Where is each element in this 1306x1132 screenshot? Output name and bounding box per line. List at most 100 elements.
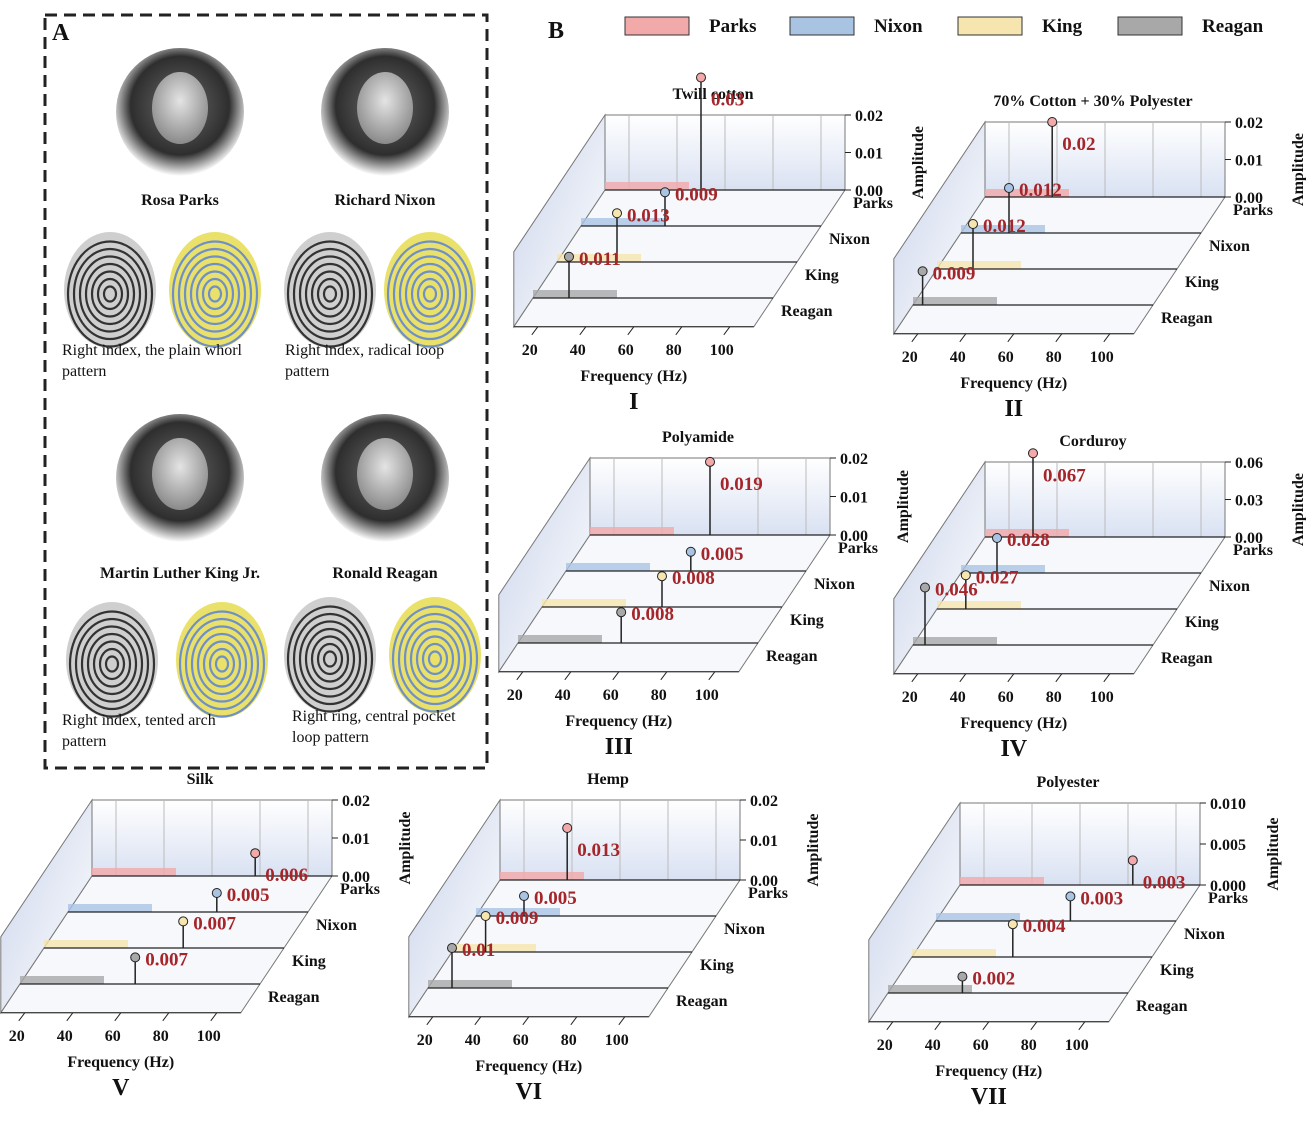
peak-marker <box>1066 892 1075 901</box>
y-tick-label: 0.02 <box>342 793 370 810</box>
peak-marker <box>921 583 930 592</box>
x-tick-label: 100 <box>1065 1037 1089 1054</box>
fingerprint-caption: Right ring, central pocket loop pattern <box>292 706 487 748</box>
series-band <box>542 599 626 607</box>
value-label: 0.003 <box>1080 888 1123 909</box>
chart-label: VI <box>515 1079 542 1105</box>
x-tick <box>628 327 634 335</box>
series-band <box>960 877 1044 885</box>
y-tick-label: 0.01 <box>840 490 868 507</box>
value-label: 0.013 <box>627 205 670 226</box>
value-label: 0.005 <box>534 888 577 909</box>
peak-marker <box>212 889 221 898</box>
x-tick-label: 20 <box>507 687 523 704</box>
peak-marker <box>613 209 622 218</box>
series-name: Reagan <box>781 303 833 320</box>
portrait-face <box>152 438 208 510</box>
x-tick-label: 100 <box>605 1032 629 1049</box>
series-name: Parks <box>853 195 893 212</box>
x-tick-label: 20 <box>9 1028 25 1045</box>
x-tick <box>676 327 682 335</box>
x-tick-label: 20 <box>877 1037 893 1054</box>
y-tick-label: 0.01 <box>750 833 778 850</box>
peak-marker <box>1005 184 1014 193</box>
peak-marker <box>251 849 260 858</box>
x-tick <box>532 327 538 335</box>
chart-label: I <box>629 389 638 415</box>
value-label: 0.005 <box>701 544 744 565</box>
legend-label: Reagan <box>1202 16 1264 37</box>
peak-marker <box>1008 920 1017 929</box>
series-name: King <box>805 267 839 284</box>
series-name: Reagan <box>1136 998 1188 1015</box>
series-name: Nixon <box>829 231 870 248</box>
peak-marker <box>1048 118 1057 127</box>
chart-title: Polyester <box>1036 774 1099 791</box>
chart-title: Corduroy <box>1059 433 1126 450</box>
x-tick-label: 80 <box>1046 689 1062 706</box>
x-tick <box>211 1013 217 1021</box>
portrait-face <box>152 72 208 144</box>
series-band <box>68 904 152 912</box>
x-tick <box>935 1022 941 1030</box>
x-tick-label: 100 <box>1090 349 1114 366</box>
x-tick-label: 100 <box>1090 689 1114 706</box>
x-tick <box>912 334 918 342</box>
value-label: 0.009 <box>933 263 976 284</box>
value-label: 0.012 <box>1019 180 1062 201</box>
y-axis-label: Amplitude <box>1290 133 1306 206</box>
value-label: 0.011 <box>579 249 621 270</box>
chart-title: Hemp <box>587 771 629 788</box>
x-tick <box>1008 334 1014 342</box>
series-name: King <box>1185 614 1219 631</box>
series-name: King <box>1160 962 1194 979</box>
y-axis-label: Amplitude <box>1265 818 1282 891</box>
value-label: 0.003 <box>1143 872 1186 893</box>
x-tick <box>67 1013 73 1021</box>
series-name: King <box>1185 274 1219 291</box>
x-tick-label: 100 <box>710 342 734 359</box>
peak-marker <box>993 534 1002 543</box>
fingerprint-caption: Right index, tented arch pattern <box>62 710 257 752</box>
y-axis-label: Amplitude <box>910 126 927 199</box>
x-tick-label: 20 <box>522 342 538 359</box>
x-tick-label: 40 <box>950 689 966 706</box>
value-label: 0.03 <box>711 90 744 111</box>
x-tick <box>1079 1022 1085 1030</box>
series-name: Nixon <box>1184 926 1225 943</box>
x-tick <box>1104 674 1110 682</box>
series-name: Parks <box>838 540 878 557</box>
series-name: Parks <box>1208 890 1248 907</box>
x-tick <box>619 1017 625 1025</box>
legend-label: Parks <box>709 16 757 37</box>
chart-label: II <box>1004 396 1023 422</box>
x-tick <box>887 1022 893 1030</box>
peak-marker <box>563 824 572 833</box>
peak-marker <box>617 608 626 617</box>
series-band <box>888 985 972 993</box>
series-name: Reagan <box>268 989 320 1006</box>
x-tick <box>709 672 715 680</box>
peak-marker <box>969 220 978 229</box>
legend-swatch <box>625 17 689 35</box>
peak-marker <box>565 252 574 261</box>
peak-marker <box>658 572 667 581</box>
value-label: 0.019 <box>720 474 763 495</box>
value-label: 0.007 <box>193 913 236 934</box>
x-tick-label: 40 <box>465 1032 481 1049</box>
x-tick <box>19 1013 25 1021</box>
legend-swatch <box>1118 17 1182 35</box>
y-axis-label: Amplitude <box>895 470 912 543</box>
series-band <box>913 297 997 305</box>
value-label: 0.009 <box>496 908 539 929</box>
x-tick <box>960 674 966 682</box>
x-tick <box>983 1022 989 1030</box>
x-tick <box>475 1017 481 1025</box>
x-tick <box>1031 1022 1037 1030</box>
legend-swatch <box>790 17 854 35</box>
x-tick-label: 100 <box>695 687 719 704</box>
series-name: Reagan <box>1161 650 1213 667</box>
series-name: Nixon <box>814 576 855 593</box>
peak-marker <box>448 944 457 953</box>
legend-label: Nixon <box>874 16 923 37</box>
